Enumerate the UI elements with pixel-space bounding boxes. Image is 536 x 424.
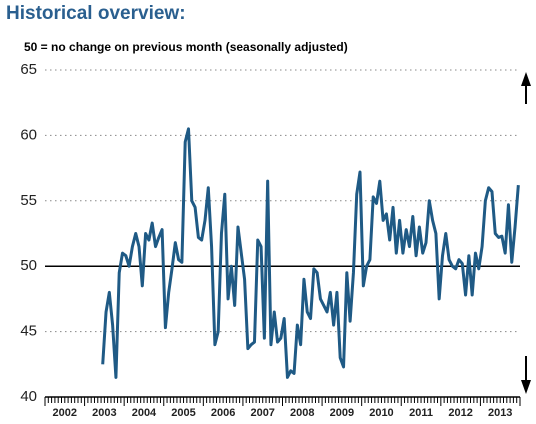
data-line	[101, 127, 520, 379]
x-tick-label: 2005	[171, 407, 195, 419]
x-tick-label: 2008	[290, 407, 314, 419]
x-tick-label: 2012	[448, 407, 472, 419]
x-tick-label: 2007	[250, 407, 274, 419]
down-arrow	[521, 356, 531, 394]
x-tick-label: 2013	[488, 407, 512, 419]
x-tick-label: 2009	[330, 407, 354, 419]
x-tick-label: 2011	[409, 407, 433, 419]
x-tick-label: 2003	[92, 407, 116, 419]
chart-title: Historical overview:	[6, 3, 186, 24]
y-tick-label: 65	[20, 61, 37, 78]
x-tick-label: 2004	[132, 407, 157, 419]
y-tick-label: 55	[20, 192, 37, 209]
up-arrow	[521, 72, 531, 104]
y-tick-label: 60	[20, 126, 37, 143]
y-tick-label: 40	[20, 388, 37, 405]
y-tick-label: 45	[20, 323, 37, 340]
x-tick-label: 2010	[369, 407, 393, 419]
y-tick-label: 50	[20, 257, 37, 274]
x-tick-label: 2002	[53, 407, 77, 419]
x-tick-label: 2006	[211, 407, 235, 419]
chart-subtitle: 50 = no change on previous month (season…	[24, 40, 348, 54]
